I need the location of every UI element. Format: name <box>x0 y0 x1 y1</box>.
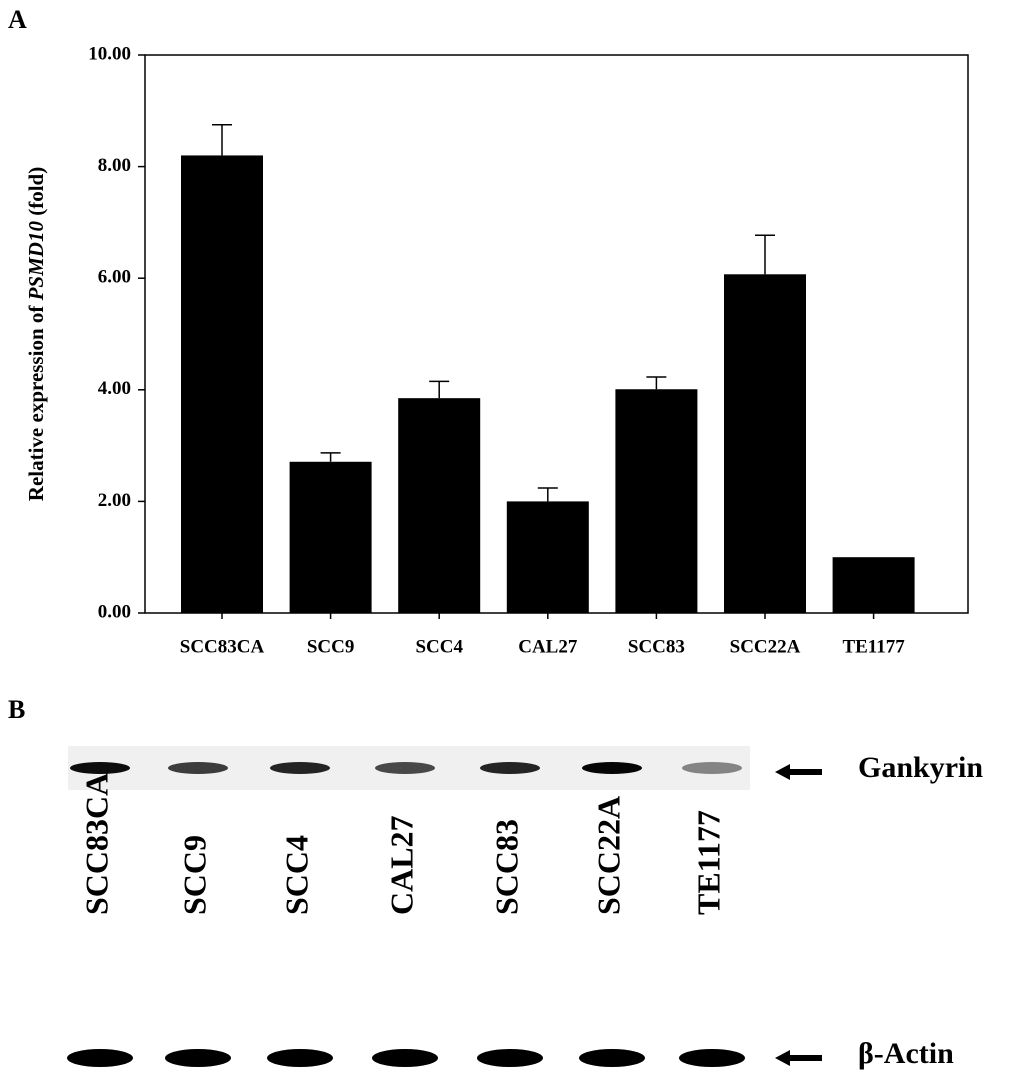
y-tick-label: 2.00 <box>98 490 131 511</box>
actin-band <box>372 1049 438 1067</box>
gankyrin-band <box>682 762 742 774</box>
y-axis-label: Relative expression of PSMD10 (fold) <box>24 167 48 501</box>
gankyrin-band <box>70 762 130 774</box>
x-tick-label: CAL27 <box>518 636 578 657</box>
x-tick-label: SCC83 <box>628 636 685 657</box>
actin-band <box>267 1049 333 1067</box>
bar <box>833 557 915 613</box>
arrows <box>775 764 822 1066</box>
x-tick-label: SCC9 <box>307 636 355 657</box>
y-tick-label: 10.00 <box>88 43 131 64</box>
band-label: β-Actin <box>858 1037 954 1070</box>
gankyrin-band <box>375 762 435 774</box>
lane-label: SCC83CA <box>78 773 114 915</box>
gankyrin-band <box>270 762 330 774</box>
actin-band <box>579 1049 645 1067</box>
x-tick-label: SCC22A <box>730 636 801 657</box>
arrow <box>775 764 822 780</box>
figure: A B Relative expression of PSMD10 (fold)… <box>0 0 1018 1075</box>
x-tick-label: TE1177 <box>842 636 905 657</box>
y-tick-label: 6.00 <box>98 267 131 288</box>
gankyrin-band <box>168 762 228 774</box>
actin-band <box>165 1049 231 1067</box>
y-tick-label: 0.00 <box>98 601 131 622</box>
x-tick-label: SCC83CA <box>180 636 265 657</box>
actin-band <box>477 1049 543 1067</box>
bar <box>615 389 697 613</box>
panel-label: A <box>8 5 27 34</box>
lane-label: SCC4 <box>278 835 314 915</box>
gankyrin-band <box>582 762 642 774</box>
lane-label: SCC83 <box>488 819 524 915</box>
y-tick-label: 4.00 <box>98 378 131 399</box>
y-axis-label-part: Relative expression of <box>24 300 48 501</box>
lane-label: CAL27 <box>383 815 419 915</box>
bar <box>181 155 263 613</box>
lane-label: SCC22A <box>590 796 626 915</box>
bar <box>398 398 480 613</box>
x-tick-label: SCC4 <box>415 636 463 657</box>
actin-band <box>679 1049 745 1067</box>
arrow <box>775 1050 822 1066</box>
bar <box>724 274 806 613</box>
band-label: Gankyrin <box>858 751 983 784</box>
y-axis-label-part: (fold) <box>24 167 48 221</box>
lane-label: SCC9 <box>176 835 212 915</box>
y-tick-label: 8.00 <box>98 155 131 176</box>
lane-label: TE1177 <box>690 810 726 915</box>
bar <box>507 501 589 613</box>
actin-band <box>67 1049 133 1067</box>
y-axis-label-part: PSMD10 <box>24 221 48 302</box>
bar <box>290 462 372 613</box>
gankyrin-band <box>480 762 540 774</box>
panel-label: B <box>8 695 25 724</box>
